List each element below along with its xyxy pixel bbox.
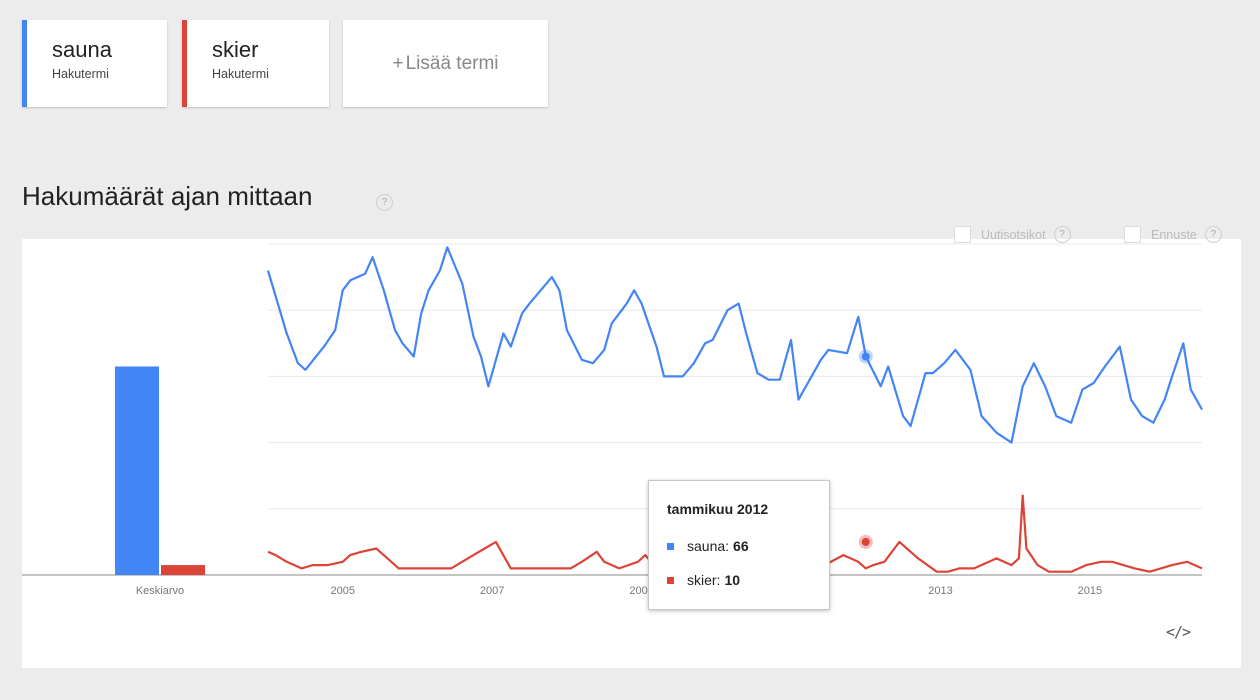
forecast-toggle[interactable]: Ennuste ?: [1124, 226, 1222, 243]
forecast-checkbox[interactable]: [1124, 226, 1141, 243]
highlight-point: [861, 352, 870, 361]
add-term-label: Lisää termi: [405, 52, 499, 74]
section-title: Hakumäärät ajan mittaan: [22, 181, 313, 211]
forecast-label: Ennuste: [1151, 227, 1197, 242]
average-bar-sauna: [115, 366, 159, 575]
term-color-bar: [182, 20, 187, 107]
tooltip-series-value: 66: [733, 538, 749, 554]
x-tick-label: 2007: [480, 585, 504, 597]
tooltip-series-label: sauna:: [687, 538, 730, 554]
x-tick-label: 2009: [629, 585, 653, 597]
news-headlines-toggle[interactable]: Uutisotsikot ?: [954, 226, 1071, 243]
help-icon[interactable]: ?: [376, 194, 393, 211]
legend-swatch: [667, 576, 674, 584]
x-tick-label: Keskiarvo: [136, 585, 184, 597]
tooltip-row-sauna: sauna: 66: [667, 537, 829, 555]
term-card-skier[interactable]: skier Hakutermi: [182, 20, 329, 107]
news-headlines-label: Uutisotsikot: [981, 227, 1046, 242]
code-embed-icon[interactable]: </>: [1166, 623, 1191, 641]
tooltip-series-label: skier:: [687, 572, 721, 588]
news-headlines-checkbox[interactable]: [954, 226, 971, 243]
interest-chart[interactable]: Keskiarvo200520072009201120132015: [22, 239, 1241, 668]
x-tick-label: 2005: [330, 585, 354, 597]
plus-icon: +: [392, 52, 404, 74]
term-sublabel: Hakutermi: [52, 67, 109, 81]
tooltip-series-value: 10: [724, 572, 741, 588]
term-name: skier: [212, 37, 259, 62]
term-color-bar: [22, 20, 27, 107]
add-term-button[interactable]: + Lisää termi: [343, 20, 548, 107]
help-icon[interactable]: ?: [1204, 226, 1222, 243]
x-tick-label: 2015: [1078, 585, 1102, 597]
tooltip-row-skier: skier: 10: [667, 571, 829, 589]
tooltip-date: tammikuu 2012: [667, 501, 769, 517]
legend-swatch: [667, 542, 674, 550]
help-icon[interactable]: ?: [1053, 226, 1071, 243]
series-line-sauna: [266, 246, 1203, 444]
chart-tooltip: tammikuu 2012 sauna: 66 skier: 10: [648, 480, 830, 610]
term-sublabel: Hakutermi: [212, 67, 269, 81]
x-tick-label: 2013: [928, 585, 952, 597]
chart-panel: Keskiarvo200520072009201120132015: [22, 239, 1241, 668]
term-card-sauna[interactable]: sauna Hakutermi: [22, 20, 167, 107]
average-bar-skier: [161, 565, 205, 575]
term-name: sauna: [52, 37, 112, 62]
highlight-point: [861, 537, 870, 546]
